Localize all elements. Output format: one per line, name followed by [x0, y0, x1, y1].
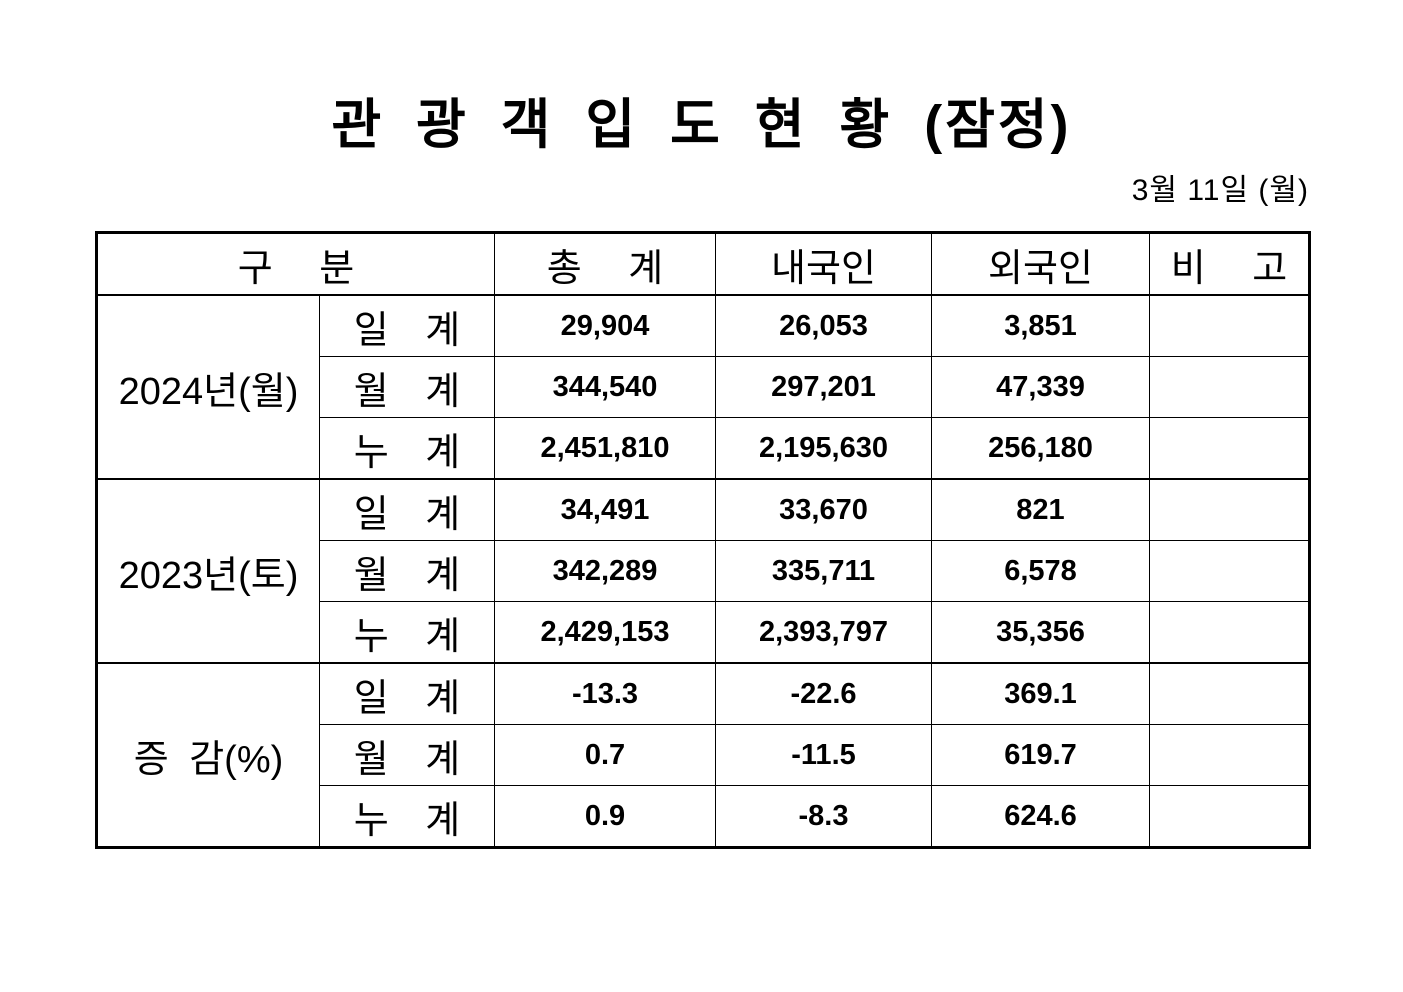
header-note: 비 고: [1149, 232, 1310, 297]
foreign-cell: 624.6: [931, 785, 1150, 849]
group-label-cell: 2023년(토): [96, 478, 320, 664]
domestic-cell: -11.5: [715, 724, 932, 787]
total-cell: 29,904: [494, 294, 716, 358]
total-cell: 342,289: [494, 540, 716, 603]
report-date: 3월 11일 (월): [1131, 174, 1309, 208]
table-row: 월 계 344,540 297,201 47,339: [97, 356, 1310, 419]
header-row: 구 분 총 계 내국인 외국인 비 고: [96, 232, 1310, 297]
domestic-cell: 335,711: [715, 540, 932, 603]
row-label-cell: 월 계: [319, 540, 495, 603]
foreign-cell: 256,180: [931, 417, 1150, 480]
note-cell: [1149, 601, 1310, 664]
table-row: 누 계 2,429,153 2,393,797 35,356: [97, 601, 1310, 664]
group-label-cell: 증 감(%): [96, 662, 320, 849]
table-row: 월 계 0.7 -11.5 619.7: [97, 724, 1310, 787]
note-cell: [1149, 785, 1310, 849]
tourist-arrivals-table: 구 분 총 계 내국인 외국인 비 고 2024년(월) 일 계 29,904 …: [95, 231, 1311, 850]
note-cell: [1149, 417, 1310, 480]
total-cell: 0.7: [494, 724, 716, 787]
table-row: 증 감(%) 일 계 -13.3 -22.6 369.1: [96, 662, 1310, 849]
row-label-cell: 일 계: [319, 478, 495, 542]
table-row: 2024년(월) 일 계 29,904 26,053 3,851: [96, 294, 1310, 480]
table-row: 누 계 2,451,810 2,195,630 256,180: [97, 417, 1310, 480]
header-foreign: 외국인: [931, 232, 1150, 297]
table-row: 누 계 0.9 -8.3 624.6: [97, 785, 1310, 849]
table-row: 2023년(토) 일 계 34,491 33,670 821: [96, 478, 1310, 664]
domestic-cell: 297,201: [715, 356, 932, 419]
note-cell: [1149, 540, 1310, 603]
header-category: 구 분: [96, 232, 495, 297]
foreign-cell: 369.1: [931, 662, 1150, 726]
domestic-cell: 26,053: [715, 294, 932, 358]
domestic-cell: -8.3: [715, 785, 932, 849]
total-cell: 2,429,153: [494, 601, 716, 664]
page-title: 관 광 객 입 도 현 황 (잠정): [331, 95, 1072, 155]
note-cell: [1149, 662, 1310, 726]
total-cell: 344,540: [494, 356, 716, 419]
row-label-cell: 일 계: [319, 294, 495, 358]
row-label-cell: 월 계: [319, 724, 495, 787]
domestic-cell: 2,195,630: [715, 417, 932, 480]
row-label-cell: 누 계: [319, 417, 495, 480]
note-cell: [1149, 294, 1310, 358]
domestic-cell: 33,670: [715, 478, 932, 542]
note-cell: [1149, 356, 1310, 419]
domestic-cell: -22.6: [715, 662, 932, 726]
row-label-cell: 일 계: [319, 662, 495, 726]
foreign-cell: 6,578: [931, 540, 1150, 603]
total-cell: 34,491: [494, 478, 716, 542]
note-cell: [1149, 724, 1310, 787]
foreign-cell: 821: [931, 478, 1150, 542]
row-label-cell: 월 계: [319, 356, 495, 419]
total-cell: 2,451,810: [494, 417, 716, 480]
header-domestic: 내국인: [715, 232, 932, 297]
table-row: 월 계 342,289 335,711 6,578: [97, 540, 1310, 603]
total-cell: 0.9: [494, 785, 716, 849]
row-label-cell: 누 계: [319, 601, 495, 664]
group-label-cell: 2024년(월): [96, 294, 320, 480]
foreign-cell: 47,339: [931, 356, 1150, 419]
note-cell: [1149, 478, 1310, 542]
row-label-cell: 누 계: [319, 785, 495, 849]
foreign-cell: 619.7: [931, 724, 1150, 787]
header-total: 총 계: [494, 232, 716, 297]
total-cell: -13.3: [494, 662, 716, 726]
domestic-cell: 2,393,797: [715, 601, 932, 664]
foreign-cell: 35,356: [931, 601, 1150, 664]
foreign-cell: 3,851: [931, 294, 1150, 358]
